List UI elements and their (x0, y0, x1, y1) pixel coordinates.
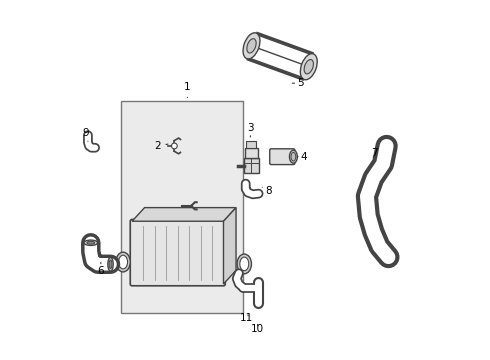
Bar (244, 158, 259, 173)
Ellipse shape (240, 257, 249, 271)
FancyBboxPatch shape (270, 149, 295, 165)
Ellipse shape (247, 39, 256, 53)
Ellipse shape (108, 257, 113, 271)
Text: 4: 4 (297, 152, 308, 162)
Polygon shape (132, 208, 236, 221)
Text: 9: 9 (82, 129, 89, 141)
Text: 11: 11 (240, 313, 253, 323)
Text: 8: 8 (262, 186, 271, 196)
FancyBboxPatch shape (130, 220, 225, 286)
Text: 7: 7 (371, 148, 378, 158)
Ellipse shape (116, 252, 130, 272)
Text: 2: 2 (154, 141, 168, 151)
Text: 10: 10 (251, 324, 264, 334)
Ellipse shape (237, 254, 251, 274)
Ellipse shape (290, 150, 297, 163)
Text: 3: 3 (247, 123, 254, 137)
Ellipse shape (109, 260, 112, 269)
Ellipse shape (300, 54, 317, 80)
Text: 6: 6 (98, 262, 104, 276)
Text: 1: 1 (184, 82, 191, 98)
Ellipse shape (291, 152, 296, 161)
Ellipse shape (119, 255, 127, 269)
Ellipse shape (243, 33, 260, 59)
Bar (245, 148, 258, 158)
Text: 5: 5 (293, 78, 304, 88)
Ellipse shape (304, 59, 314, 74)
Ellipse shape (87, 241, 95, 244)
Bar (122, 101, 243, 313)
Circle shape (172, 143, 177, 149)
Ellipse shape (84, 240, 98, 246)
Polygon shape (223, 208, 236, 284)
Bar (246, 140, 256, 148)
